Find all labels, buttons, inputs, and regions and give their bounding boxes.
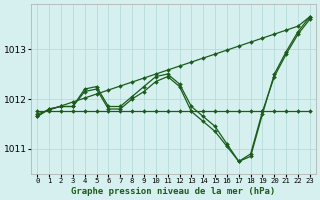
X-axis label: Graphe pression niveau de la mer (hPa): Graphe pression niveau de la mer (hPa): [71, 187, 276, 196]
